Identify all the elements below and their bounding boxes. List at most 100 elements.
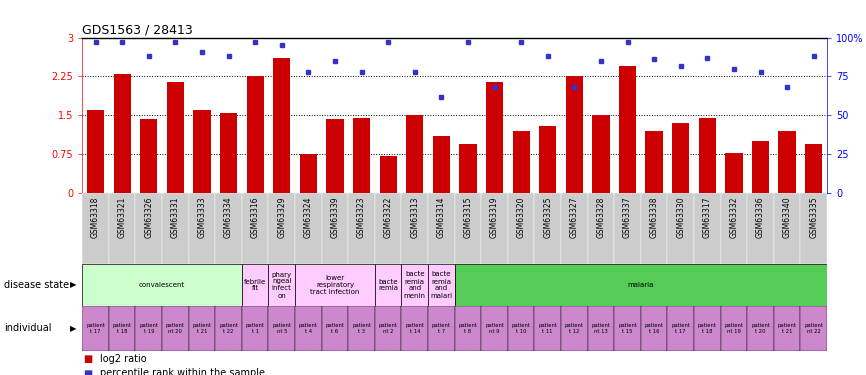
Bar (565, 76, 583, 193)
Bar (216, 306, 242, 351)
Text: patient
t 21: patient t 21 (778, 323, 797, 333)
Text: patient
t 8: patient t 8 (458, 323, 477, 333)
Text: GSM63326: GSM63326 (145, 196, 153, 238)
Bar (540, 126, 556, 193)
Bar (588, 193, 614, 264)
Text: GSM63337: GSM63337 (623, 196, 632, 238)
Bar (747, 306, 774, 351)
Bar (167, 82, 184, 193)
Bar (268, 306, 295, 351)
Bar (668, 193, 694, 264)
Bar (507, 306, 534, 351)
Bar (295, 264, 375, 306)
Bar (800, 193, 827, 264)
Bar (348, 193, 375, 264)
Text: GSM63329: GSM63329 (277, 196, 287, 238)
Bar (455, 264, 827, 306)
Text: bacte
remia
and
menin: bacte remia and menin (404, 272, 426, 298)
Text: patient
nt 2: patient nt 2 (378, 323, 397, 333)
Bar (273, 58, 290, 193)
Bar (189, 193, 216, 264)
Text: GSM63322: GSM63322 (384, 196, 392, 238)
Text: febrile
fit: febrile fit (244, 279, 266, 291)
Bar (481, 306, 507, 351)
Text: patient
t 10: patient t 10 (512, 323, 531, 333)
Text: GSM63320: GSM63320 (517, 196, 526, 238)
Bar (242, 306, 268, 351)
Bar (300, 154, 317, 193)
Bar (433, 136, 450, 193)
Text: log2 ratio: log2 ratio (100, 354, 146, 364)
Text: disease state: disease state (4, 280, 69, 290)
Text: GSM63313: GSM63313 (410, 196, 419, 238)
Bar (455, 193, 481, 264)
Text: patient
t 4: patient t 4 (299, 323, 318, 333)
Text: GSM63319: GSM63319 (490, 196, 499, 238)
Text: patient
t 16: patient t 16 (644, 323, 663, 333)
Bar (428, 306, 455, 351)
Text: patient
t 14: patient t 14 (405, 323, 424, 333)
Bar (295, 306, 321, 351)
Bar (109, 306, 135, 351)
Text: patient
nt 19: patient nt 19 (725, 323, 743, 333)
Bar (375, 306, 402, 351)
Text: GSM63336: GSM63336 (756, 196, 765, 238)
Bar (592, 116, 610, 193)
Bar (379, 156, 397, 193)
Text: GSM63331: GSM63331 (171, 196, 180, 238)
Text: patient
t 18: patient t 18 (698, 323, 717, 333)
Bar (242, 193, 268, 264)
Bar (268, 264, 295, 306)
Text: patient
nt 13: patient nt 13 (591, 323, 611, 333)
Bar (162, 193, 189, 264)
Bar (619, 66, 637, 193)
Bar (140, 120, 158, 193)
Text: lower
respiratory
tract infection: lower respiratory tract infection (310, 275, 359, 295)
Bar (694, 193, 721, 264)
Bar (694, 306, 721, 351)
Bar (82, 264, 242, 306)
Bar (641, 306, 668, 351)
Bar (747, 193, 774, 264)
Bar (774, 193, 800, 264)
Text: GSM63317: GSM63317 (703, 196, 712, 238)
Bar (326, 120, 344, 193)
Text: GSM63318: GSM63318 (91, 196, 100, 238)
Bar (805, 144, 823, 193)
Text: patient
t 17: patient t 17 (86, 323, 105, 333)
Bar (220, 113, 237, 193)
Text: patient
t 17: patient t 17 (671, 323, 690, 333)
Text: patient
nt 9: patient nt 9 (485, 323, 504, 333)
Text: malaria: malaria (628, 282, 654, 288)
Text: ■: ■ (83, 354, 93, 364)
Bar (428, 264, 455, 306)
Text: GSM63325: GSM63325 (543, 196, 553, 238)
Text: patient
t 19: patient t 19 (139, 323, 158, 333)
Text: phary
ngeal
infect
on: phary ngeal infect on (272, 272, 292, 298)
Bar (726, 153, 742, 193)
Bar (774, 306, 800, 351)
Bar (641, 193, 668, 264)
Bar (295, 193, 321, 264)
Bar (113, 74, 131, 193)
Text: GDS1563 / 28413: GDS1563 / 28413 (82, 23, 193, 36)
Bar (189, 306, 216, 351)
Bar (247, 76, 264, 193)
Text: patient
t 12: patient t 12 (565, 323, 584, 333)
Bar (561, 193, 588, 264)
Text: individual: individual (4, 323, 52, 333)
Bar (109, 193, 135, 264)
Bar (193, 110, 210, 193)
Bar (561, 306, 588, 351)
Bar (82, 193, 109, 264)
Text: GSM63330: GSM63330 (676, 196, 685, 238)
Bar (87, 110, 104, 193)
Text: ▶: ▶ (69, 324, 76, 333)
Text: GSM63340: GSM63340 (783, 196, 792, 238)
Text: patient
t 18: patient t 18 (113, 323, 132, 333)
Bar (135, 306, 162, 351)
Text: patient
t 15: patient t 15 (618, 323, 637, 333)
Text: patient
nt 20: patient nt 20 (166, 323, 184, 333)
Bar (534, 306, 561, 351)
Text: patient
t 1: patient t 1 (246, 323, 265, 333)
